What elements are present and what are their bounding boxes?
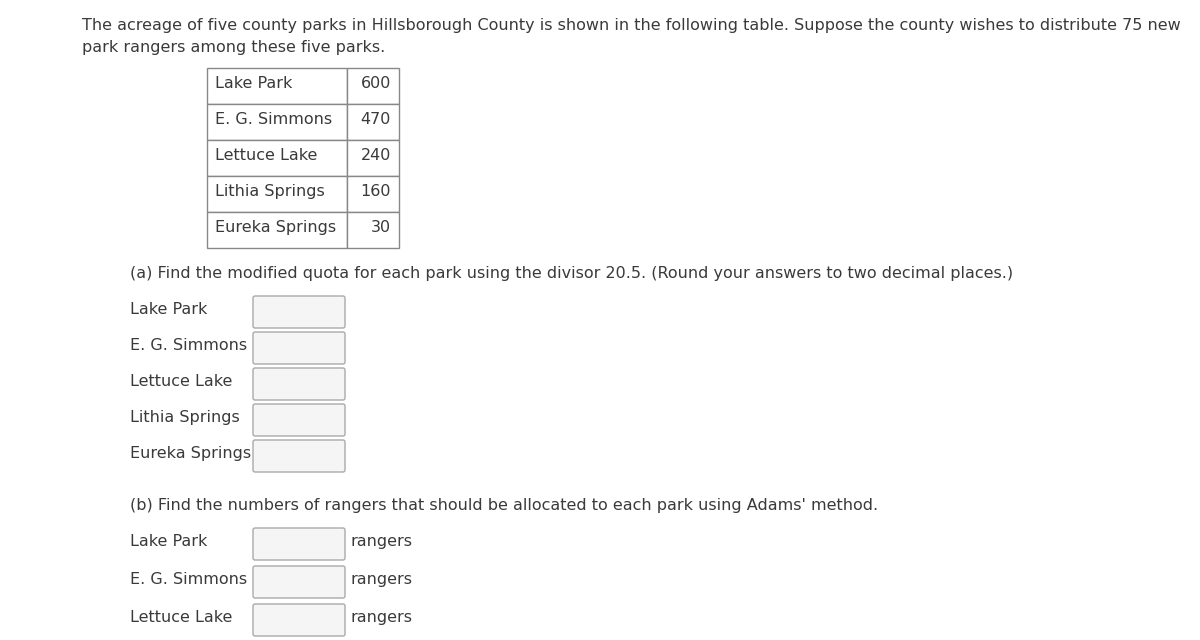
FancyBboxPatch shape <box>253 566 346 598</box>
Text: Lettuce Lake: Lettuce Lake <box>215 148 317 163</box>
Text: park rangers among these five parks.: park rangers among these five parks. <box>82 40 385 55</box>
Bar <box>208 104 347 140</box>
Text: rangers: rangers <box>352 572 413 587</box>
FancyBboxPatch shape <box>253 604 346 636</box>
Text: E. G. Simmons: E. G. Simmons <box>215 112 332 127</box>
Bar <box>208 212 347 248</box>
FancyBboxPatch shape <box>253 528 346 560</box>
Bar <box>347 212 398 248</box>
Text: Eureka Springs: Eureka Springs <box>215 220 336 235</box>
FancyBboxPatch shape <box>253 368 346 400</box>
FancyBboxPatch shape <box>253 296 346 328</box>
Text: (a) Find the modified quota for each park using the divisor 20.5. (Round your an: (a) Find the modified quota for each par… <box>130 266 1013 281</box>
Text: 600: 600 <box>361 76 391 91</box>
Bar <box>347 140 398 176</box>
Bar <box>208 140 347 176</box>
Text: 470: 470 <box>361 112 391 127</box>
Bar <box>347 68 398 104</box>
Text: 240: 240 <box>361 148 391 163</box>
Bar <box>347 104 398 140</box>
Text: Lake Park: Lake Park <box>130 534 208 549</box>
Bar <box>208 68 347 104</box>
Text: Eureka Springs: Eureka Springs <box>130 446 251 461</box>
Text: (b) Find the numbers of rangers that should be allocated to each park using Adam: (b) Find the numbers of rangers that sho… <box>130 498 878 513</box>
FancyBboxPatch shape <box>253 332 346 364</box>
Text: Lake Park: Lake Park <box>130 302 208 317</box>
Bar <box>347 176 398 212</box>
FancyBboxPatch shape <box>253 440 346 472</box>
Text: Lithia Springs: Lithia Springs <box>215 184 325 199</box>
Text: rangers: rangers <box>352 610 413 625</box>
Text: 30: 30 <box>371 220 391 235</box>
Text: Lettuce Lake: Lettuce Lake <box>130 374 233 389</box>
Text: 160: 160 <box>360 184 391 199</box>
Text: Lithia Springs: Lithia Springs <box>130 410 240 425</box>
Text: Lettuce Lake: Lettuce Lake <box>130 610 233 625</box>
Bar <box>208 176 347 212</box>
Text: E. G. Simmons: E. G. Simmons <box>130 572 247 587</box>
Text: rangers: rangers <box>352 534 413 549</box>
Text: The acreage of five county parks in Hillsborough County is shown in the followin: The acreage of five county parks in Hill… <box>82 18 1181 33</box>
FancyBboxPatch shape <box>253 404 346 436</box>
Text: E. G. Simmons: E. G. Simmons <box>130 338 247 353</box>
Text: Lake Park: Lake Park <box>215 76 293 91</box>
